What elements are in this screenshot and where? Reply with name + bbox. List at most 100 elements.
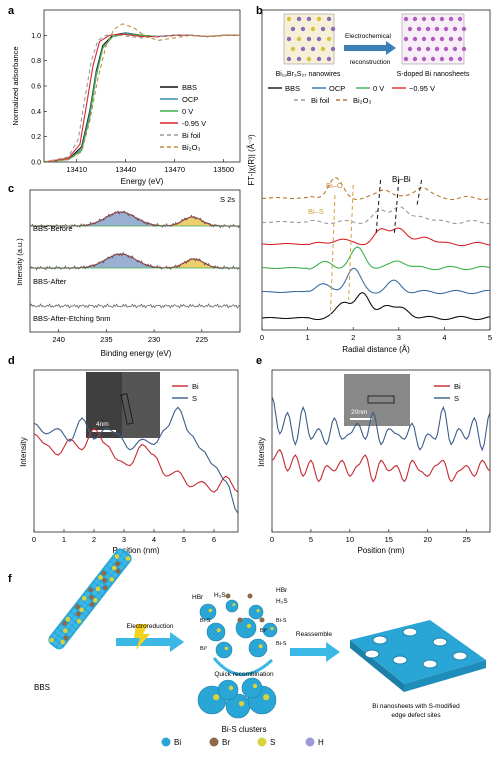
panel-d-series-s [33,406,239,514]
wire-atom [85,598,91,604]
cluster-ball [248,604,264,620]
panel-b-xtick-label: 1 [306,333,310,342]
nanosheet-atom [403,56,409,62]
cluster-ball [235,617,257,639]
panel-c-xtick-label: 240 [52,335,65,344]
panel-b-series-4 [262,206,491,225]
cluster-s-atom [256,609,260,613]
edge-defect-hole [422,659,438,669]
panel-letter-a: a [8,5,15,17]
cluster-s-atom [270,627,274,631]
cluster-ball [241,677,263,699]
xtick-label: 10 [346,535,354,544]
xtick-label: 5 [309,535,313,544]
panel-f-mechanism-schematic: BBS Electroreduction HBr H₂S HBr H₂S Bi-… [34,548,486,747]
xtick-label: 1 [62,535,66,544]
bis-clusters-label: Bi-S clusters [222,725,267,734]
panel-a-series-3 [43,33,240,163]
panel-e-series-s [271,396,491,452]
edge-defect-hole [364,649,380,659]
species-bi3-1: Bi³ [200,646,207,652]
panel-f-atom-legend: Bi Br S H [161,737,324,747]
panel-b-series-0 [261,292,491,321]
panel-b-legend-label: Bi₂O₃ [353,96,371,105]
nanowire-atom [316,56,322,62]
legend-atom-label: H [318,738,324,747]
lightning-icon [134,624,150,650]
nanosheet-label-2: edge defect sites [391,712,441,719]
wire-atom [92,597,98,603]
wire-atom [66,631,72,637]
wire-atom [101,570,107,576]
wire-atom [76,618,82,624]
xps-spectrum-1 [29,251,241,271]
wire-atom [73,622,79,628]
nanowire-atom [290,26,296,32]
xtick-label: 6 [212,535,216,544]
panel-b-guide-line [393,179,400,236]
nanowire-atom [286,36,292,42]
wire-atom [121,553,127,558]
panel-c-xtick-label: 230 [148,335,161,344]
xtick-label: 15 [385,535,393,544]
nanosheet-atom [430,16,436,22]
nanowire-atom [326,16,332,22]
xps-spectrum-label: BBS-After [33,277,67,286]
nanosheet-atom [439,56,445,62]
annotation-bi-o: Bi–O [326,181,343,190]
panel-e-line-selection [367,395,395,404]
panel-c-xps-chart: S 2s BBS-Before BBS-After BBS-After-Etchin… [15,189,241,358]
wire-atom [49,637,54,643]
panel-d-frame [33,369,239,533]
panel-a-xtick-label: 13500 [213,165,234,174]
nanowire-atom [300,26,306,32]
cluster-ball [206,622,226,642]
nanosheet-atom [443,26,449,32]
wire-atom [70,627,75,632]
wire-atom [75,611,81,617]
nanosheet-atom [407,26,413,32]
nanowire-atom [316,16,322,22]
xps-peak-fill-2 [163,217,231,226]
nanowire-atom [310,46,316,52]
nanowire-atom [290,46,296,52]
species-hbr-2: HBr [276,587,288,594]
species-bis-3: Bi-S [276,641,287,647]
panel-b-exafs-chart: Electrochemical reconstruction Bi₁₉Br₃S₂… [247,9,492,354]
cluster-ball [215,641,233,659]
nanowire-atom [320,46,326,52]
panel-a-series-4 [43,34,240,163]
panel-a-legend-label: Bi₂O₃ [182,143,200,152]
legend-label: S [454,394,459,403]
panel-b-xlabel: Radial distance (Å) [342,345,410,354]
panel-b-series-2 [262,246,491,271]
nanosheet-atom [448,36,454,42]
arrow-label-2: reconstruction [350,59,391,66]
nanosheet-atom [434,26,440,32]
nanowire-atom [306,56,312,62]
legend-atom-br-icon [209,737,219,747]
wire-atom [115,568,121,574]
bi-nanosheet-illustration [350,620,486,692]
panel-d-tem-shade [86,372,122,438]
wire-atom [82,603,88,608]
wire-atom [56,636,62,642]
nanosheet-atom [457,16,463,22]
panel-letter-b: b [256,5,263,17]
panel-d-series-bi [33,427,239,493]
wire-atom [98,575,103,580]
cluster-s-atom [263,694,270,701]
wire-atom [108,569,114,575]
nanosheet-atom [452,26,458,32]
wire-atom [63,635,69,641]
wire-atom [102,578,107,583]
panel-b-legend-label: OCP [329,84,345,93]
legend-atom-bi-icon [161,737,171,747]
nanosheet-atom [452,46,458,52]
panel-b-xtick-label: 5 [488,333,492,342]
cluster-s-atom [213,694,220,701]
wire-atom [88,587,94,593]
edge-defect-hole [402,627,418,637]
reassemble-arrow-icon [290,642,340,662]
